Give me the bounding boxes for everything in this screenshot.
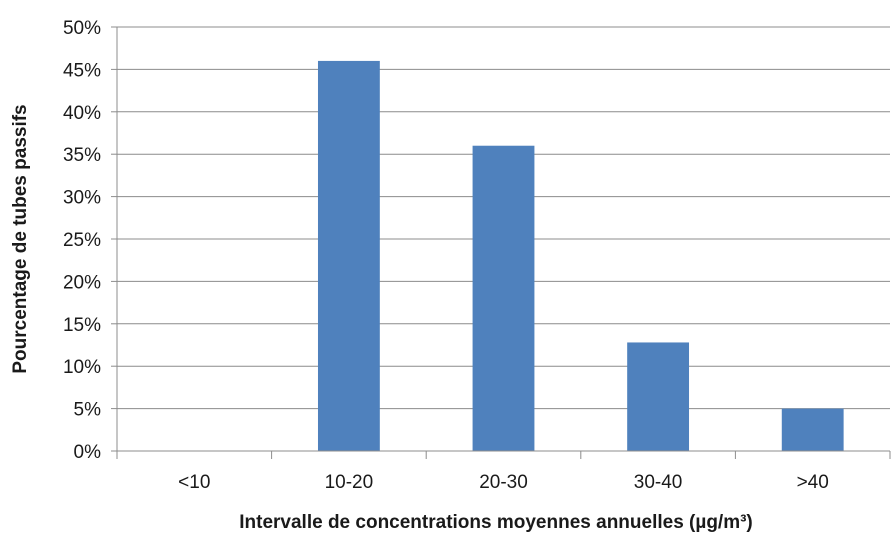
x-axis-title: Intervalle de concentrations moyennes an… [239, 512, 753, 533]
x-tick-label: 20-30 [479, 472, 528, 493]
x-tick-label: >40 [797, 472, 829, 493]
axes [111, 26, 891, 459]
bar-3 [472, 145, 535, 451]
y-tick-label: 5% [74, 400, 102, 421]
bar-2 [317, 60, 380, 452]
bar-4 [627, 342, 690, 451]
y-tick-label: 15% [63, 315, 101, 336]
x-tick-label: 30-40 [634, 472, 683, 493]
bar-5 [781, 408, 844, 451]
bars [317, 60, 844, 452]
x-tick-label: 10-20 [325, 472, 374, 493]
x-tick-labels: <10 10-20 20-30 30-40 >40 [178, 472, 829, 493]
y-tick-label: 50% [63, 18, 101, 39]
y-tick-label: 25% [63, 230, 101, 251]
y-tick-label: 45% [63, 60, 101, 81]
y-tick-label: 40% [63, 103, 101, 124]
y-tick-labels: 0% 5% 10% 15% 20% 25% 30% 35% 40% 45% 50% [63, 18, 101, 463]
y-tick-label: 35% [63, 145, 101, 166]
y-tick-label: 30% [63, 188, 101, 209]
y-axis-title: Pourcentage de tubes passifs [10, 104, 31, 373]
y-tick-label: 0% [74, 442, 102, 463]
y-tick-label: 20% [63, 272, 101, 293]
x-tick-label: <10 [178, 472, 210, 493]
y-tick-label: 10% [63, 357, 101, 378]
